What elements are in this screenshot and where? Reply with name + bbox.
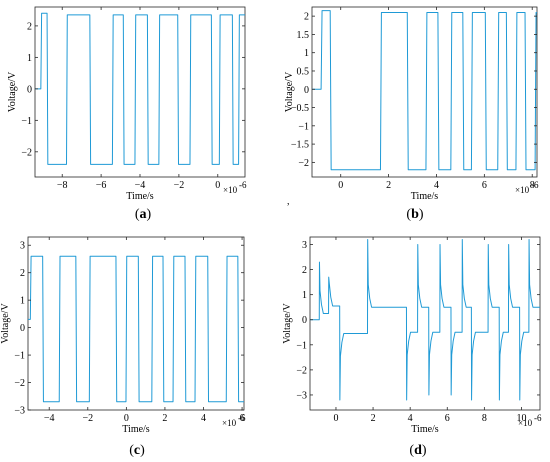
y-tick-label: 0.5 [297, 66, 310, 77]
y-tick-label: −1 [21, 116, 32, 127]
x-axis-label: Time/s [126, 191, 154, 202]
x-tick-label: 6 [445, 413, 450, 424]
y-tick-label: −1 [14, 351, 25, 362]
x-tick-label: 2 [162, 413, 167, 424]
y-tick-label: −2 [296, 365, 307, 376]
series-line-0 [310, 239, 540, 401]
x-exponent-label: ×10 [515, 185, 530, 195]
x-tick-label: 4 [408, 413, 413, 424]
y-axis-label: Voltage/V [284, 71, 295, 112]
x-tick-label: −2 [174, 180, 185, 191]
plot-frame [311, 6, 538, 178]
x-axis-label: Time/s [122, 424, 150, 435]
x-tick-label: −2 [82, 413, 93, 424]
x-tick-label: 8 [530, 180, 535, 191]
series-line-0 [35, 12, 245, 165]
x-exponent-power: -6 [531, 180, 539, 190]
x-exponent-label: ×10 [222, 418, 237, 428]
x-tick-label: 2 [371, 413, 376, 424]
panel-caption: (d) [409, 443, 426, 458]
x-tick-label: −8 [57, 180, 68, 191]
y-tick-label: 2 [27, 21, 32, 32]
x-exponent-label: ×10 [518, 418, 533, 428]
panel-caption: (b) [406, 207, 423, 222]
y-axis-label: Voltage/V [7, 71, 18, 112]
y-tick-label: 1 [304, 48, 309, 59]
y-tick-label: −2 [14, 378, 25, 389]
x-axis-label: Time/s [411, 424, 439, 435]
panel-d: 0 2 4 6 8 10 −3 −2 −1 0 1 2 3 Time/s Voltage/V ×10 -6 (d) [282, 236, 542, 458]
x-axis-label: Time/s [411, 191, 439, 202]
y-tick-label: −0.5 [291, 103, 309, 114]
series-line-0 [28, 255, 244, 403]
y-tick-label: 3 [20, 241, 25, 252]
y-tick-label: 0 [27, 84, 32, 95]
y-tick-label: −1 [298, 121, 309, 132]
y-tick-label: 0 [302, 315, 307, 326]
x-tick-label: −6 [96, 180, 107, 191]
y-tick-label: 1 [20, 296, 25, 307]
x-exponent-power: -6 [534, 413, 542, 423]
panel-caption: (c) [129, 443, 145, 458]
y-axis-label: Voltage/V [0, 303, 11, 344]
y-tick-label: −2 [298, 158, 309, 169]
y-tick-label: 1.5 [297, 30, 310, 41]
x-tick-label: −4 [44, 413, 55, 424]
y-tick-label: −2 [21, 147, 32, 158]
y-tick-label: 0 [304, 85, 309, 96]
panel-a: −8 −6 −4 −2 0 −2 −1 0 1 2 Time/s Voltage/V ×10 -6 (a) [7, 6, 247, 222]
x-tick-label: 6 [240, 413, 245, 424]
panel-caption: (a) [135, 207, 152, 222]
x-exponent-label: ×10 [223, 185, 238, 195]
x-tick-label: 4 [434, 180, 439, 191]
x-tick-label: 0 [338, 180, 343, 191]
panel-b: 0 2 4 6 8 −2 −1.5 −1 −0.5 0 0.5 1 1.5 2 Time/s Voltage/… [284, 6, 539, 222]
x-tick-label: 8 [482, 413, 487, 424]
center-mark: , [287, 196, 290, 207]
y-tick-label: −1.5 [291, 140, 309, 151]
x-exponent-power: -6 [238, 413, 246, 423]
y-tick-label: 2 [304, 12, 309, 23]
y-tick-label: 0 [20, 323, 25, 334]
x-tick-label: 4 [201, 413, 206, 424]
x-exponent-power: -6 [239, 180, 247, 190]
y-tick-label: 2 [302, 265, 307, 276]
y-tick-label: 1 [27, 53, 32, 64]
x-tick-label: 10 [516, 413, 526, 424]
y-tick-label: 2 [20, 268, 25, 279]
x-tick-label: −4 [135, 180, 146, 191]
y-axis-label: Voltage/V [282, 303, 293, 344]
x-tick-label: 0 [333, 413, 338, 424]
x-tick-label: 6 [482, 180, 487, 191]
plot-frame [34, 6, 246, 178]
plot-frame [309, 236, 541, 411]
y-tick-label: −1 [296, 340, 307, 351]
panel-c: −4 −2 0 2 4 6 −3 −2 −1 0 1 2 3 Time/s Voltage/V ×10 -6 (c… [0, 236, 246, 458]
y-tick-label: −3 [296, 390, 307, 401]
series-line-0 [312, 10, 537, 171]
x-tick-label: 0 [215, 180, 220, 191]
y-tick-label: 3 [302, 240, 307, 251]
x-tick-label: 2 [386, 180, 391, 191]
x-tick-label: 0 [124, 413, 129, 424]
y-tick-label: −3 [14, 406, 25, 417]
y-tick-label: 1 [302, 290, 307, 301]
